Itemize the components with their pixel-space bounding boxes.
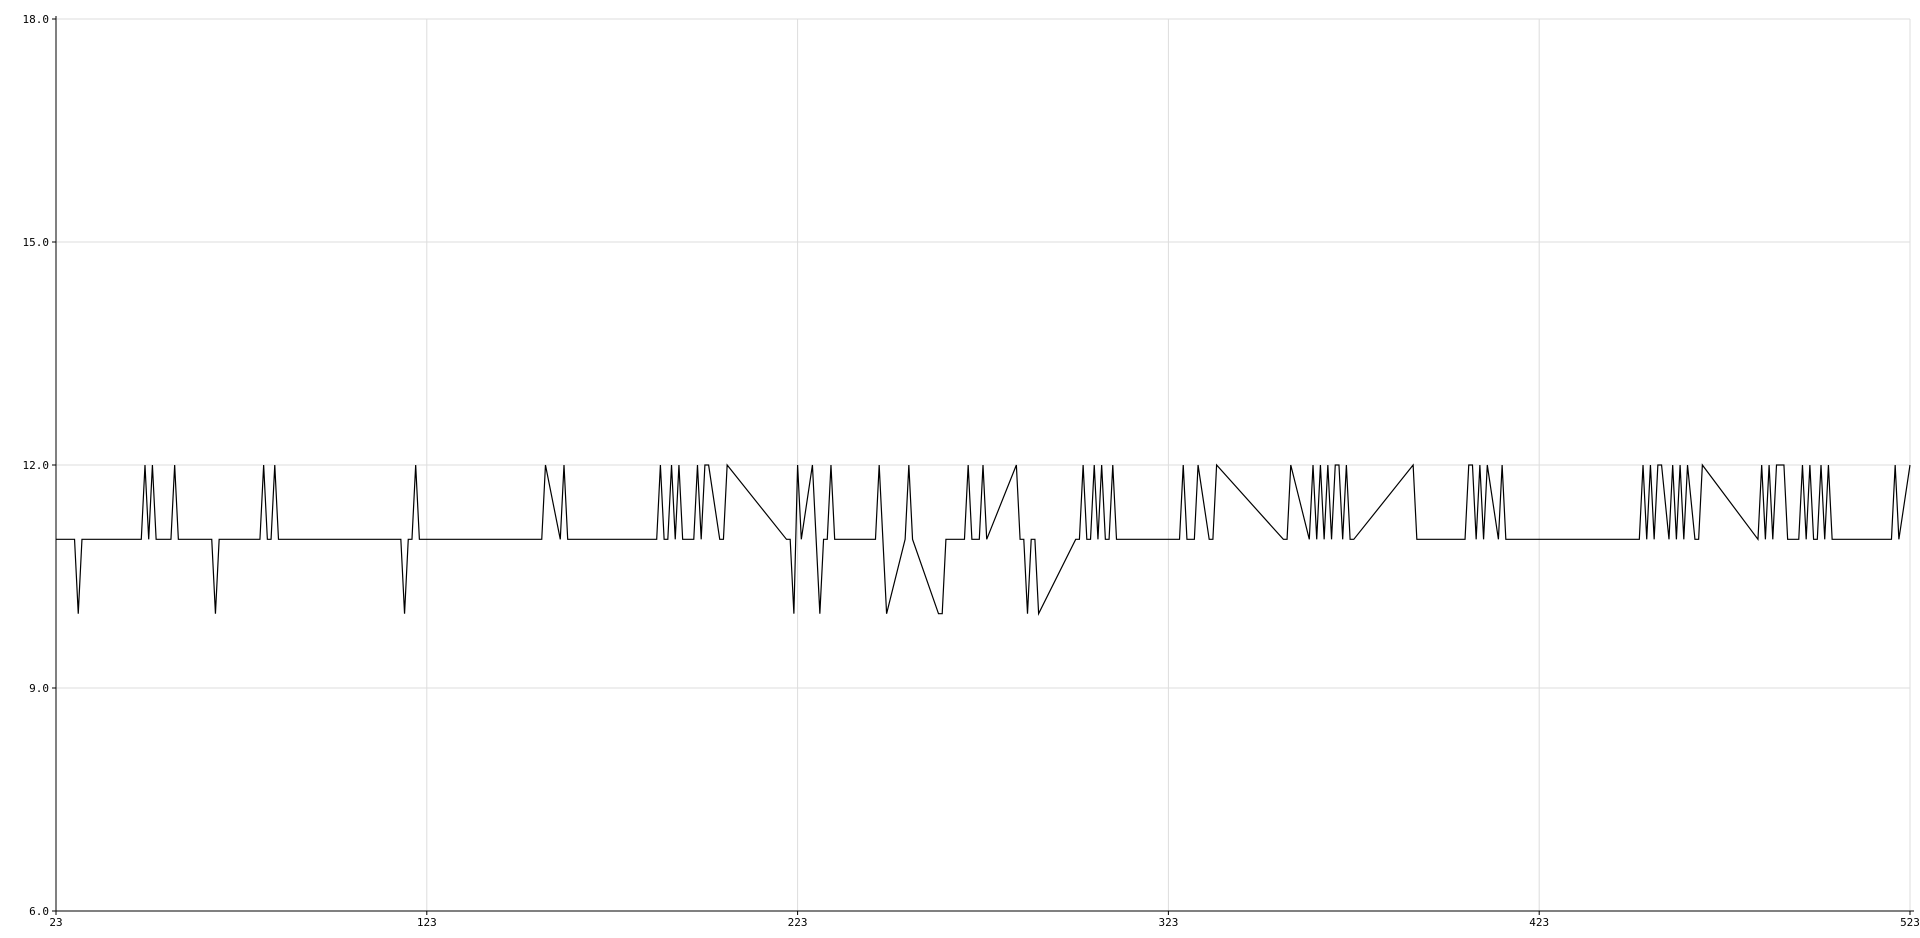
x-tick-label: 323	[1158, 916, 1178, 929]
y-tick-label: 18.0	[23, 13, 50, 26]
tick-labels: 23 123 223 323 423 523 6.0 9.0 12.0 15.0 18.0	[23, 13, 1920, 929]
y-tick-label: 15.0	[23, 236, 50, 249]
x-tick-label: 123	[417, 916, 437, 929]
y-tick-label: 12.0	[23, 459, 50, 472]
x-tick-label: 523	[1900, 916, 1920, 929]
axes	[52, 16, 1914, 915]
x-tick-label: 223	[788, 916, 808, 929]
series-layer	[56, 463, 1911, 616]
x-tick-label: 23	[49, 916, 62, 929]
y-tick-label: 9.0	[29, 682, 49, 695]
y-tick-label: 6.0	[29, 905, 49, 918]
x-tick-label: 423	[1529, 916, 1549, 929]
series-line-0	[56, 463, 1911, 616]
